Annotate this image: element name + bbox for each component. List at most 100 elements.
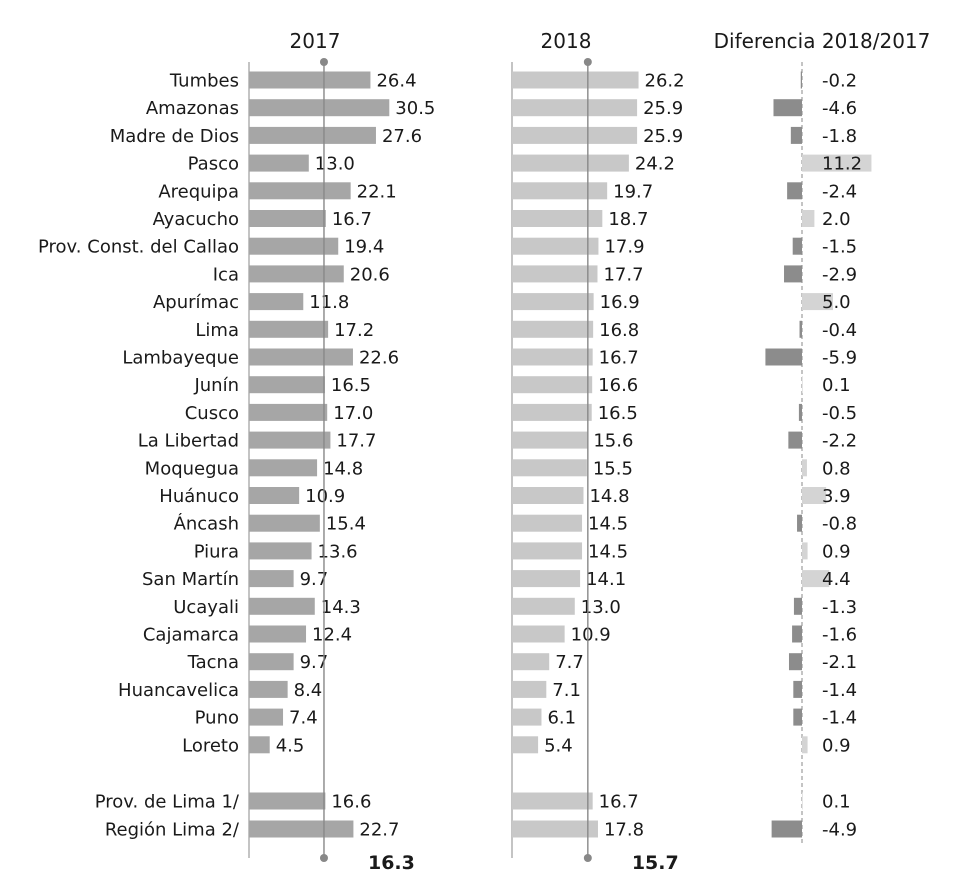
value-label-panel-2-19: 14.1 (586, 569, 626, 590)
bar-panel-2-6 (512, 210, 603, 227)
bar-panel-1-6 (249, 210, 326, 227)
bar-panel-3-5 (787, 182, 802, 200)
category-label-17: Áncash (174, 513, 239, 535)
category-label-25: Loreto (182, 735, 239, 756)
bar-panel-3-18 (802, 542, 808, 560)
bar-panel-3-26 (802, 792, 803, 810)
header-1: 2017 (290, 29, 341, 53)
value-label-panel-3-25: 0.9 (822, 735, 851, 756)
value-label-panel-3-22: -2.1 (822, 652, 857, 673)
value-label-panel-1-12: 16.5 (331, 375, 371, 396)
value-label-panel-1-18: 13.6 (318, 541, 358, 562)
value-label-panel-2-22: 7.7 (555, 652, 584, 673)
bar-panel-2-13 (512, 403, 592, 421)
value-label-panel-1-14: 17.7 (336, 431, 376, 452)
value-label-panel-1-19: 9.7 (300, 569, 329, 590)
bar-panel-3-2 (773, 99, 802, 117)
value-label-panel-2-23: 7.1 (552, 680, 581, 701)
value-label-panel-1-8: 20.6 (350, 264, 390, 285)
value-label-panel-3-24: -1.4 (822, 708, 857, 729)
value-label-panel-2-10: 16.8 (599, 320, 639, 341)
value-label-panel-3-4: 11.2 (822, 154, 862, 175)
bar-panel-3-21 (792, 625, 802, 643)
bar-panel-3-19 (802, 570, 830, 588)
category-label-18: Piura (194, 541, 239, 562)
bar-panel-1-26 (249, 792, 326, 810)
bar-panel-2-7 (512, 237, 599, 255)
bar-panel-3-15 (802, 459, 807, 477)
value-label-panel-1-17: 15.4 (326, 514, 366, 535)
value-label-panel-3-27: -4.9 (822, 820, 857, 841)
category-label-1: Tumbes (169, 71, 239, 92)
value-label-panel-2-2: 25.9 (643, 98, 683, 119)
value-label-panel-2-14: 15.6 (593, 431, 633, 452)
bar-panel-1-3 (249, 126, 376, 144)
value-label-panel-2-21: 10.9 (571, 625, 611, 646)
category-label-22: Tacna (187, 652, 239, 673)
bar-panel-1-16 (249, 487, 300, 504)
header-3: Diferencia 2018/2017 (714, 29, 931, 53)
bar-panel-1-21 (249, 625, 307, 643)
bar-panel-1-1 (249, 71, 371, 89)
category-label-8: Ica (213, 264, 239, 285)
header-2: 2018 (541, 29, 592, 53)
category-label-24: Puno (195, 708, 239, 729)
bar-panel-3-8 (784, 265, 802, 283)
value-label-panel-1-4: 13.0 (315, 154, 355, 175)
category-label-15: Moquegua (145, 458, 239, 479)
bar-panel-3-10 (799, 320, 802, 338)
bar-panel-1-10 (249, 320, 329, 338)
value-label-panel-2-1: 26.2 (645, 71, 685, 92)
bar-panel-1-14 (249, 431, 331, 449)
category-label-4: Pasco (188, 154, 239, 175)
value-label-panel-3-18: 0.9 (822, 541, 851, 562)
bar-panel-1-19 (249, 570, 294, 588)
bar-panel-3-3 (790, 126, 802, 144)
value-label-panel-3-10: -0.4 (822, 320, 857, 341)
bar-panel-3-22 (788, 653, 802, 671)
bar-panel-3-11 (765, 348, 802, 366)
value-label-panel-3-7: -1.5 (822, 237, 857, 258)
bar-panel-1-23 (249, 680, 288, 698)
value-label-panel-1-27: 22.7 (359, 820, 399, 841)
bar-panel-2-4 (512, 154, 629, 172)
category-label-21: Cajamarca (143, 625, 239, 646)
bar-panel-3-24 (793, 708, 802, 726)
category-label-5: Arequipa (158, 181, 239, 202)
category-label-27: Región Lima 2/ (105, 820, 240, 841)
bar-panel-2-5 (512, 182, 608, 200)
bar-panel-2-26 (512, 792, 593, 810)
bar-panel-2-22 (512, 653, 550, 671)
bar-panel-1-7 (249, 237, 339, 255)
value-label-panel-1-15: 14.8 (323, 458, 363, 479)
bar-panel-1-15 (249, 459, 318, 477)
value-label-panel-3-6: 2.0 (822, 209, 851, 230)
value-label-panel-1-13: 17.0 (333, 403, 373, 424)
bar-panel-1-11 (249, 348, 353, 366)
category-label-13: Cusco (185, 403, 239, 424)
bar-panel-2-1 (512, 71, 639, 89)
bar-panel-2-11 (512, 348, 593, 366)
value-label-panel-2-3: 25.9 (643, 126, 683, 147)
bar-panel-3-27 (771, 820, 802, 838)
average-marker-bottom-panel-1 (319, 854, 328, 862)
value-label-panel-1-20: 14.3 (321, 597, 361, 618)
category-label-10: Lima (195, 320, 239, 341)
average-label-panel-2: 15.7 (632, 852, 679, 874)
value-label-panel-2-13: 16.5 (598, 403, 638, 424)
category-label-26: Prov. de Lima 1/ (95, 792, 240, 813)
value-label-panel-3-23: -1.4 (822, 680, 857, 701)
bar-panel-2-19 (512, 570, 581, 588)
bar-panel-3-4 (802, 154, 872, 172)
bar-panel-1-24 (249, 708, 284, 726)
value-label-panel-3-17: -0.8 (822, 514, 857, 535)
value-label-panel-2-17: 14.5 (588, 514, 628, 535)
value-label-panel-3-8: -2.9 (822, 264, 857, 285)
bar-panel-2-2 (512, 99, 638, 117)
bar-panel-2-21 (512, 625, 565, 643)
value-label-panel-2-18: 14.5 (588, 541, 628, 562)
value-label-panel-2-8: 17.7 (603, 264, 643, 285)
value-label-panel-1-10: 17.2 (334, 320, 374, 341)
bar-panel-2-25 (512, 736, 539, 754)
category-label-9: Apurímac (153, 292, 239, 313)
